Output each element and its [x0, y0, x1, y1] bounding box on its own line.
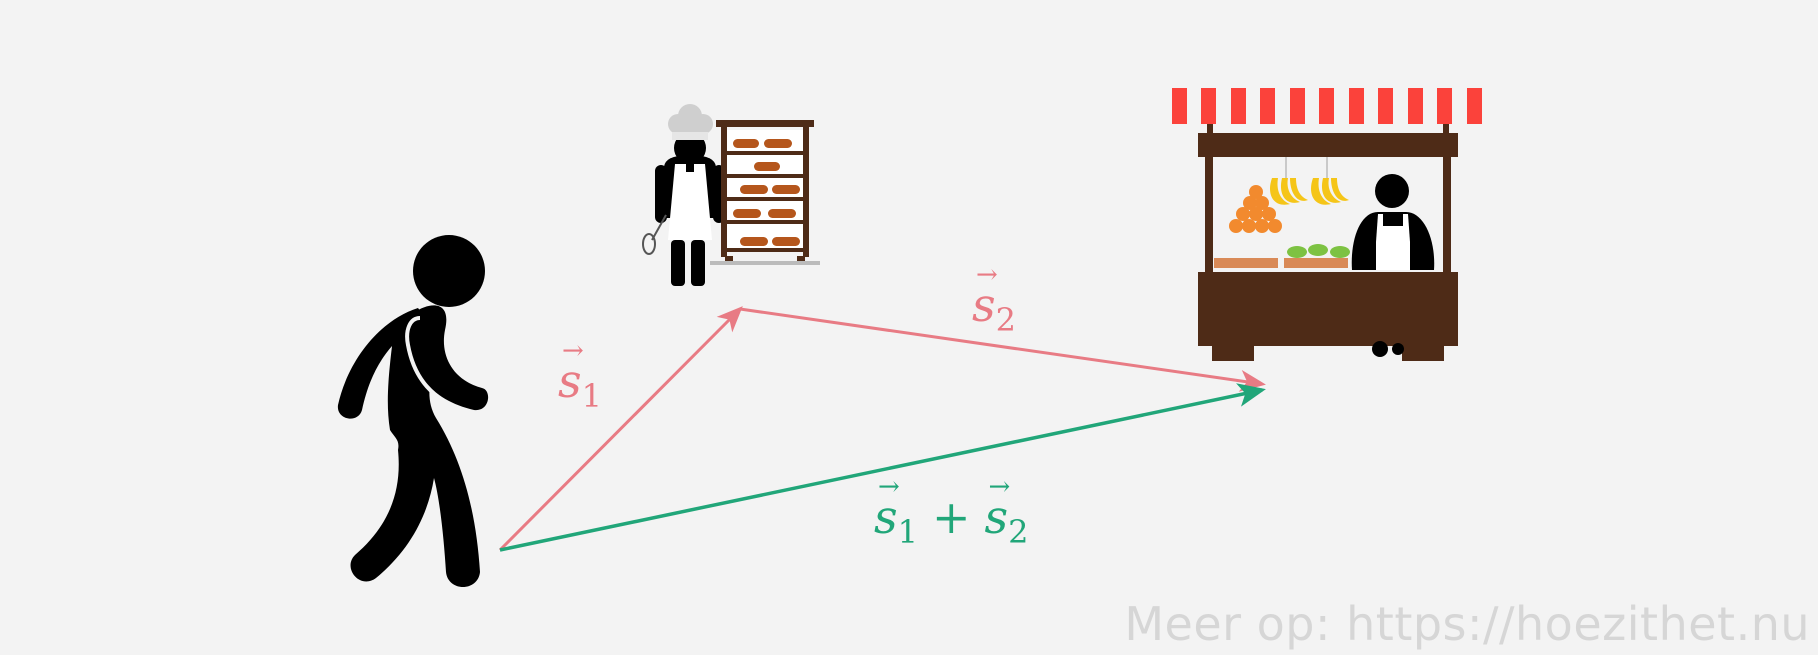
plus-sign: +: [931, 490, 971, 544]
bread-rack-icon: [710, 120, 820, 265]
vector-s2-arrow: [739, 307, 1266, 392]
label-sum: → s1 + → s2: [874, 472, 1029, 551]
vector-sum-arrow: [499, 383, 1266, 552]
vector-s1-arrow: [498, 306, 743, 552]
label-s2: → s2: [972, 260, 1016, 339]
watermark: Meer op: https://hoezithet.nu: [1124, 597, 1810, 651]
vector-arrow-accent: →: [562, 336, 584, 366]
baker-icon: [642, 104, 725, 286]
vector-arrow-accent: →: [988, 472, 1011, 502]
vendor-icon: [1351, 174, 1435, 270]
label-s1: → s1: [558, 336, 602, 415]
walking-person-icon: [337, 235, 489, 587]
vector-arrow-accent: →: [878, 472, 900, 502]
vector-arrow-accent: →: [976, 260, 998, 290]
market-stall-icon: [1172, 88, 1482, 361]
